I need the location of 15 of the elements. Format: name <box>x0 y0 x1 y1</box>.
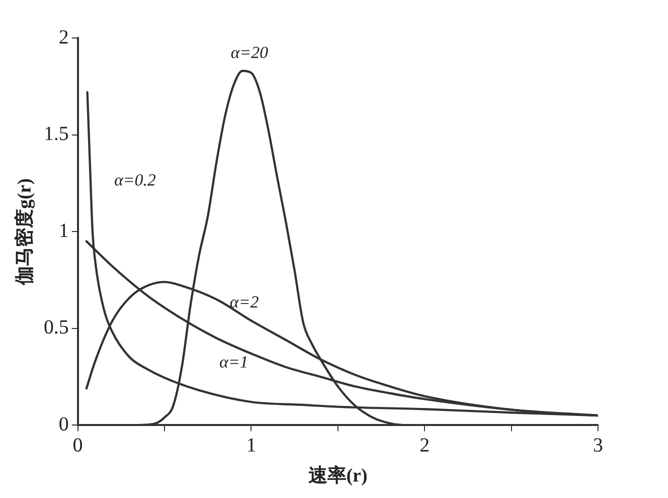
x-tick-label: 0 <box>72 434 83 456</box>
x-tick-label: 1 <box>246 434 256 456</box>
y-tick-label: 0 <box>58 413 69 436</box>
x-tick-label: 3 <box>593 434 603 456</box>
x-tick-label: 2 <box>420 434 430 456</box>
series-label: α=2 <box>230 292 260 312</box>
y-tick-label: 2 <box>58 26 69 48</box>
series-label: α=1 <box>219 352 248 372</box>
y-tick-label: 0.5 <box>44 316 69 339</box>
y-tick-label: 1.5 <box>44 123 69 146</box>
x-axis-title: 速率(r) <box>308 464 368 487</box>
series-label: α=0.2 <box>114 170 156 190</box>
series-label: α=20 <box>230 42 269 62</box>
y-tick-label: 1 <box>58 220 69 242</box>
y-axis-title: 伽马密度g(r) <box>13 178 36 286</box>
